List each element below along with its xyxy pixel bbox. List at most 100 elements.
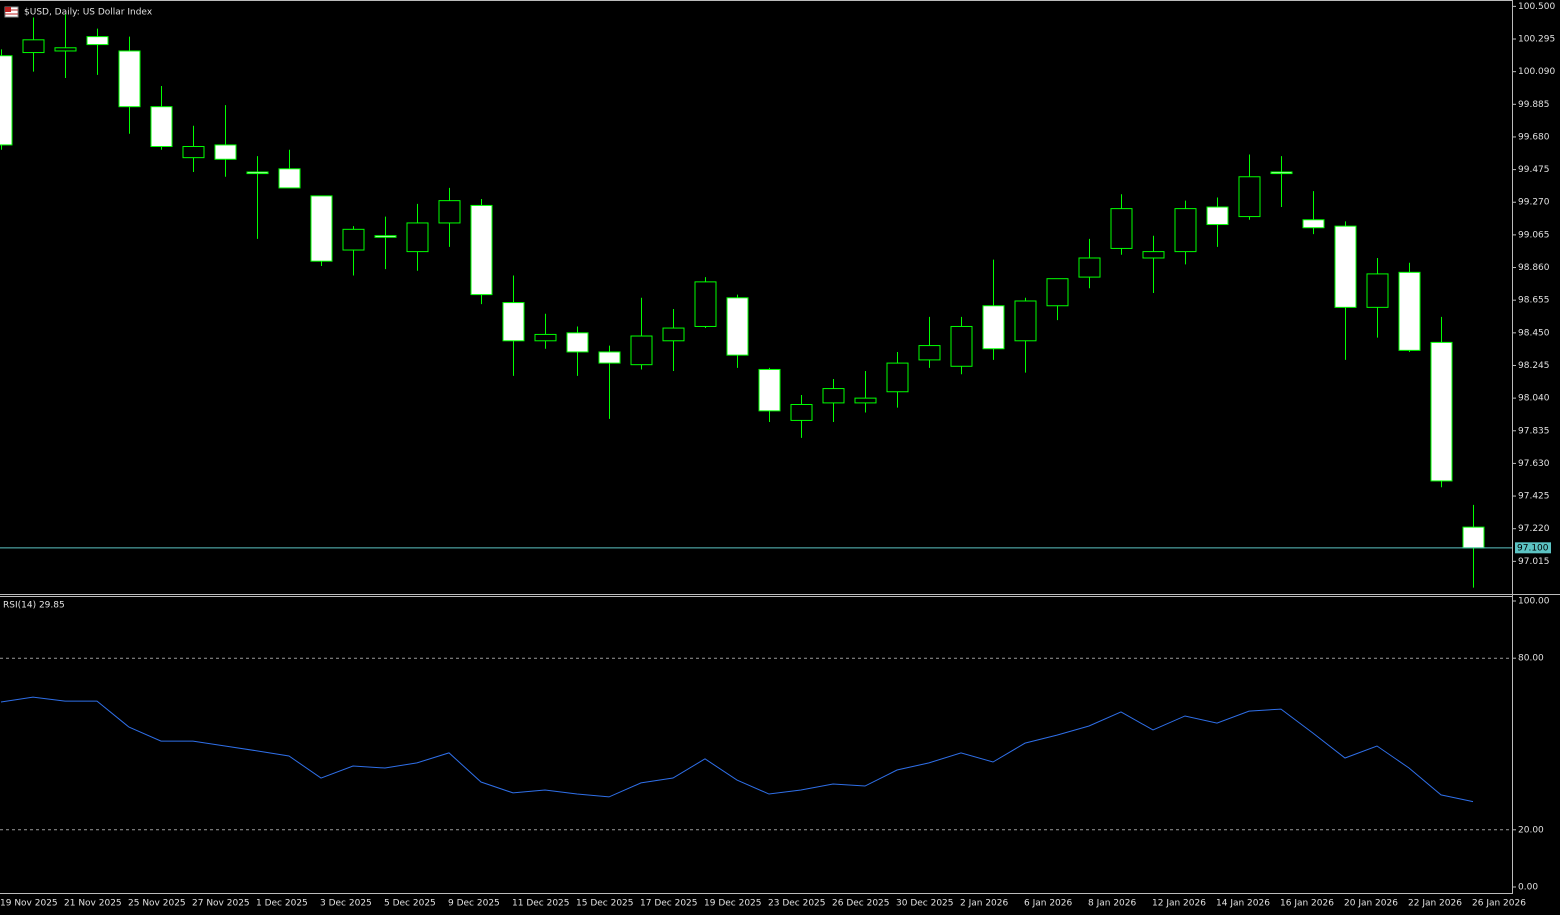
x-tick-label: 12 Jan 2026 <box>1152 899 1206 909</box>
y-tick-label: 98.040 <box>1518 394 1550 404</box>
y-tick-label: 97.220 <box>1518 524 1550 534</box>
candle-body <box>1142 251 1165 259</box>
candle-body <box>86 36 109 46</box>
y-tick-label: 99.475 <box>1518 165 1550 175</box>
candle-body <box>1366 273 1389 308</box>
candle-body <box>0 55 13 146</box>
x-tick-label: 19 Nov 2025 <box>0 899 58 909</box>
x-tick-label: 14 Jan 2026 <box>1216 899 1270 909</box>
y-tick-label: 99.270 <box>1518 198 1550 208</box>
y-tick-label: 97.835 <box>1518 426 1550 436</box>
x-tick-label: 19 Dec 2025 <box>704 899 762 909</box>
candle-body <box>374 235 397 238</box>
candle-body <box>118 50 141 108</box>
x-tick-label: 26 Dec 2025 <box>832 899 890 909</box>
rsi-line <box>0 696 1474 803</box>
x-tick-label: 11 Dec 2025 <box>512 899 570 909</box>
x-tick-label: 30 Dec 2025 <box>896 899 954 909</box>
x-tick-label: 17 Dec 2025 <box>640 899 698 909</box>
candle-body <box>790 403 813 421</box>
candle-body <box>406 222 429 253</box>
x-tick-label: 2 Jan 2026 <box>960 899 1008 909</box>
candle-body <box>342 228 365 251</box>
x-tick-label: 1 Dec 2025 <box>256 899 308 909</box>
candle-body <box>1110 208 1133 249</box>
y-tick-label: 97.425 <box>1518 492 1550 502</box>
y-tick-label: 20.00 <box>1518 825 1544 835</box>
y-tick-label: 98.655 <box>1518 296 1550 306</box>
candle-body <box>1334 225 1357 308</box>
candle-body <box>22 39 45 54</box>
y-tick-label: 100.00 <box>1518 597 1550 607</box>
x-tick-label: 3 Dec 2025 <box>320 899 372 909</box>
y-tick-label: 80.00 <box>1518 654 1544 664</box>
candle-body <box>1270 171 1293 175</box>
candle-body <box>822 388 845 404</box>
x-tick-label: 6 Jan 2026 <box>1024 899 1072 909</box>
candle-body <box>470 204 493 296</box>
y-tick-label: 97.630 <box>1518 459 1550 469</box>
x-tick-label: 16 Jan 2026 <box>1280 899 1334 909</box>
candle-body <box>694 281 717 327</box>
candle-body <box>1078 257 1101 278</box>
candle-body <box>534 333 557 342</box>
x-tick-label: 5 Dec 2025 <box>384 899 436 909</box>
x-tick-label: 20 Jan 2026 <box>1344 899 1398 909</box>
candle-body <box>1430 341 1453 482</box>
y-tick-label: 99.885 <box>1518 100 1550 110</box>
candle-body <box>1014 300 1037 342</box>
candle-body <box>726 297 749 356</box>
last-price-box <box>1515 542 1551 554</box>
indicator-title: RSI(14) 29.85 <box>3 601 65 611</box>
x-tick-label: 26 Jan 2026 <box>1472 899 1526 909</box>
x-tick-label: 22 Jan 2026 <box>1408 899 1462 909</box>
y-tick-label: 98.860 <box>1518 263 1550 273</box>
candle-body <box>854 397 877 404</box>
candle-body <box>150 106 173 148</box>
x-tick-label: 9 Dec 2025 <box>448 899 500 909</box>
symbol-icon <box>4 6 19 18</box>
candle-body <box>630 335 653 366</box>
candle-body <box>246 171 269 175</box>
candle-body <box>1174 208 1197 253</box>
y-tick-label: 99.680 <box>1518 132 1550 142</box>
y-tick-label: 97.015 <box>1518 557 1550 567</box>
candle-body <box>598 351 621 364</box>
candle-body <box>982 305 1005 350</box>
candle-body <box>182 146 205 159</box>
x-tick-label: 27 Nov 2025 <box>192 899 250 909</box>
candle-body <box>1238 176 1261 218</box>
x-tick-label: 15 Dec 2025 <box>576 899 634 909</box>
x-tick-label: 23 Dec 2025 <box>768 899 826 909</box>
candle-body <box>438 200 461 224</box>
candle-body <box>1046 278 1069 307</box>
y-tick-label: 0.00 <box>1518 882 1538 892</box>
candle-body <box>1302 219 1325 229</box>
y-tick-label: 100.500 <box>1518 2 1555 12</box>
y-tick-label: 99.065 <box>1518 230 1550 240</box>
candle-body <box>758 368 781 412</box>
candle-body <box>950 325 973 367</box>
candle-body <box>310 195 333 262</box>
y-tick-label: 100.090 <box>1518 67 1555 77</box>
x-tick-label: 25 Nov 2025 <box>128 899 186 909</box>
candle-body <box>54 47 77 52</box>
y-tick-label: 98.245 <box>1518 361 1550 371</box>
y-tick-label: 100.295 <box>1518 35 1555 45</box>
candle-body <box>1462 526 1485 549</box>
last-price-label: 97.100 <box>1517 543 1549 553</box>
candle-body <box>214 144 237 160</box>
candle-body <box>886 362 909 393</box>
candle-body <box>278 168 301 189</box>
candle-body <box>1206 206 1229 226</box>
x-tick-label: 21 Nov 2025 <box>64 899 122 909</box>
candle-body <box>566 332 589 353</box>
y-tick-label: 98.450 <box>1518 328 1550 338</box>
candle-body <box>1398 271 1421 351</box>
candle-body <box>502 302 525 342</box>
chart-title: $USD, Daily: US Dollar Index <box>24 8 153 18</box>
candle-body <box>918 345 941 361</box>
